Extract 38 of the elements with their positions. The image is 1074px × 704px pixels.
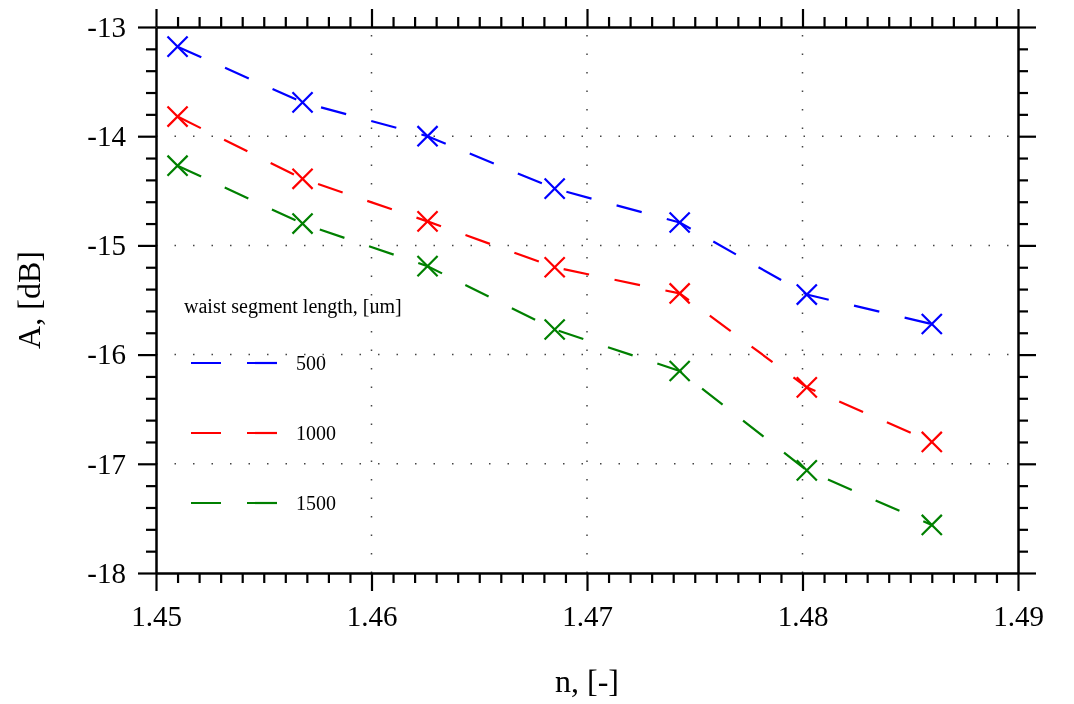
legend-title: waist segment length, [um] [184,295,402,318]
point [416,254,439,278]
point [416,125,439,148]
point [543,256,566,279]
y-tick-label: -16 [87,338,126,371]
legend-label: 1500 [296,492,336,514]
x-tick-label: 1.49 [993,599,1044,632]
y-tick-label: -13 [87,10,126,43]
point [166,105,189,128]
y-tick-label: -18 [87,556,126,589]
point [166,154,189,177]
point [291,212,314,235]
point [795,459,818,482]
point [291,91,314,114]
y-axis-title: A, [dB] [11,251,47,349]
point [668,211,691,234]
point [668,359,691,383]
point [920,513,943,537]
point [543,318,566,341]
point [543,177,566,200]
x-tick-label: 1.45 [131,599,182,632]
x-tick-label: 1.48 [777,599,829,632]
y-tick-label: -17 [87,447,126,480]
y-tick-label: -14 [87,119,127,152]
y-tick-label: -15 [87,229,126,262]
point [920,430,943,454]
x-axis-title: n, [-] [555,663,619,699]
point [291,167,314,190]
point [920,312,943,336]
point [166,35,189,58]
point [668,282,691,305]
legend-label: 500 [296,352,326,374]
x-tick-label: 1.47 [562,599,613,632]
point [795,283,818,306]
point [416,210,439,233]
point [795,376,818,399]
legend-label: 1000 [296,422,336,444]
x-tick-label: 1.46 [346,599,398,632]
